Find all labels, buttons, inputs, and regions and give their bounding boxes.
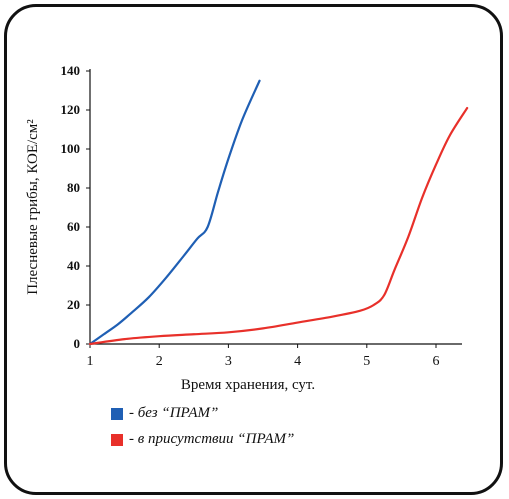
legend-label-series-1: - без “ПРАМ” [129,405,219,421]
legend-item-series-1: - без “ПРАМ” [111,405,218,422]
legend-swatch-red [111,433,123,446]
y-tick-label: 20 [67,297,80,312]
y-axis: 0 20 40 60 80 100 120 140 [61,63,91,351]
y-tick-label: 80 [67,180,80,195]
x-tick-label: 4 [294,354,301,369]
series-line-1 [88,79,261,346]
x-tick-label: 5 [363,354,370,369]
y-tick-label: 0 [74,336,81,351]
legend-swatch-blue [111,407,123,420]
y-tick-label: 120 [61,102,81,117]
x-tick-label: 2 [156,354,163,369]
chart-frame [4,4,503,495]
x-tick-label: 3 [225,354,232,369]
x-tick-label: 6 [433,354,440,369]
y-axis-label: Плесневые грибы, КОЕ/см² [25,119,41,295]
x-tick-label: 1 [87,354,94,369]
series-line-2 [88,106,469,346]
x-axis: 1 2 3 4 5 6 [87,343,462,369]
legend-item-series-2: - в присутствии “ПРАМ” [111,431,294,448]
y-tick-label: 60 [67,219,80,234]
series-lines [88,79,469,346]
x-axis-label: Время хранения, сут. [181,377,315,393]
y-tick-label: 40 [67,258,80,273]
y-tick-label: 100 [61,141,81,156]
legend-label-series-2: - в присутствии “ПРАМ” [129,431,295,447]
y-tick-label: 140 [61,63,81,78]
